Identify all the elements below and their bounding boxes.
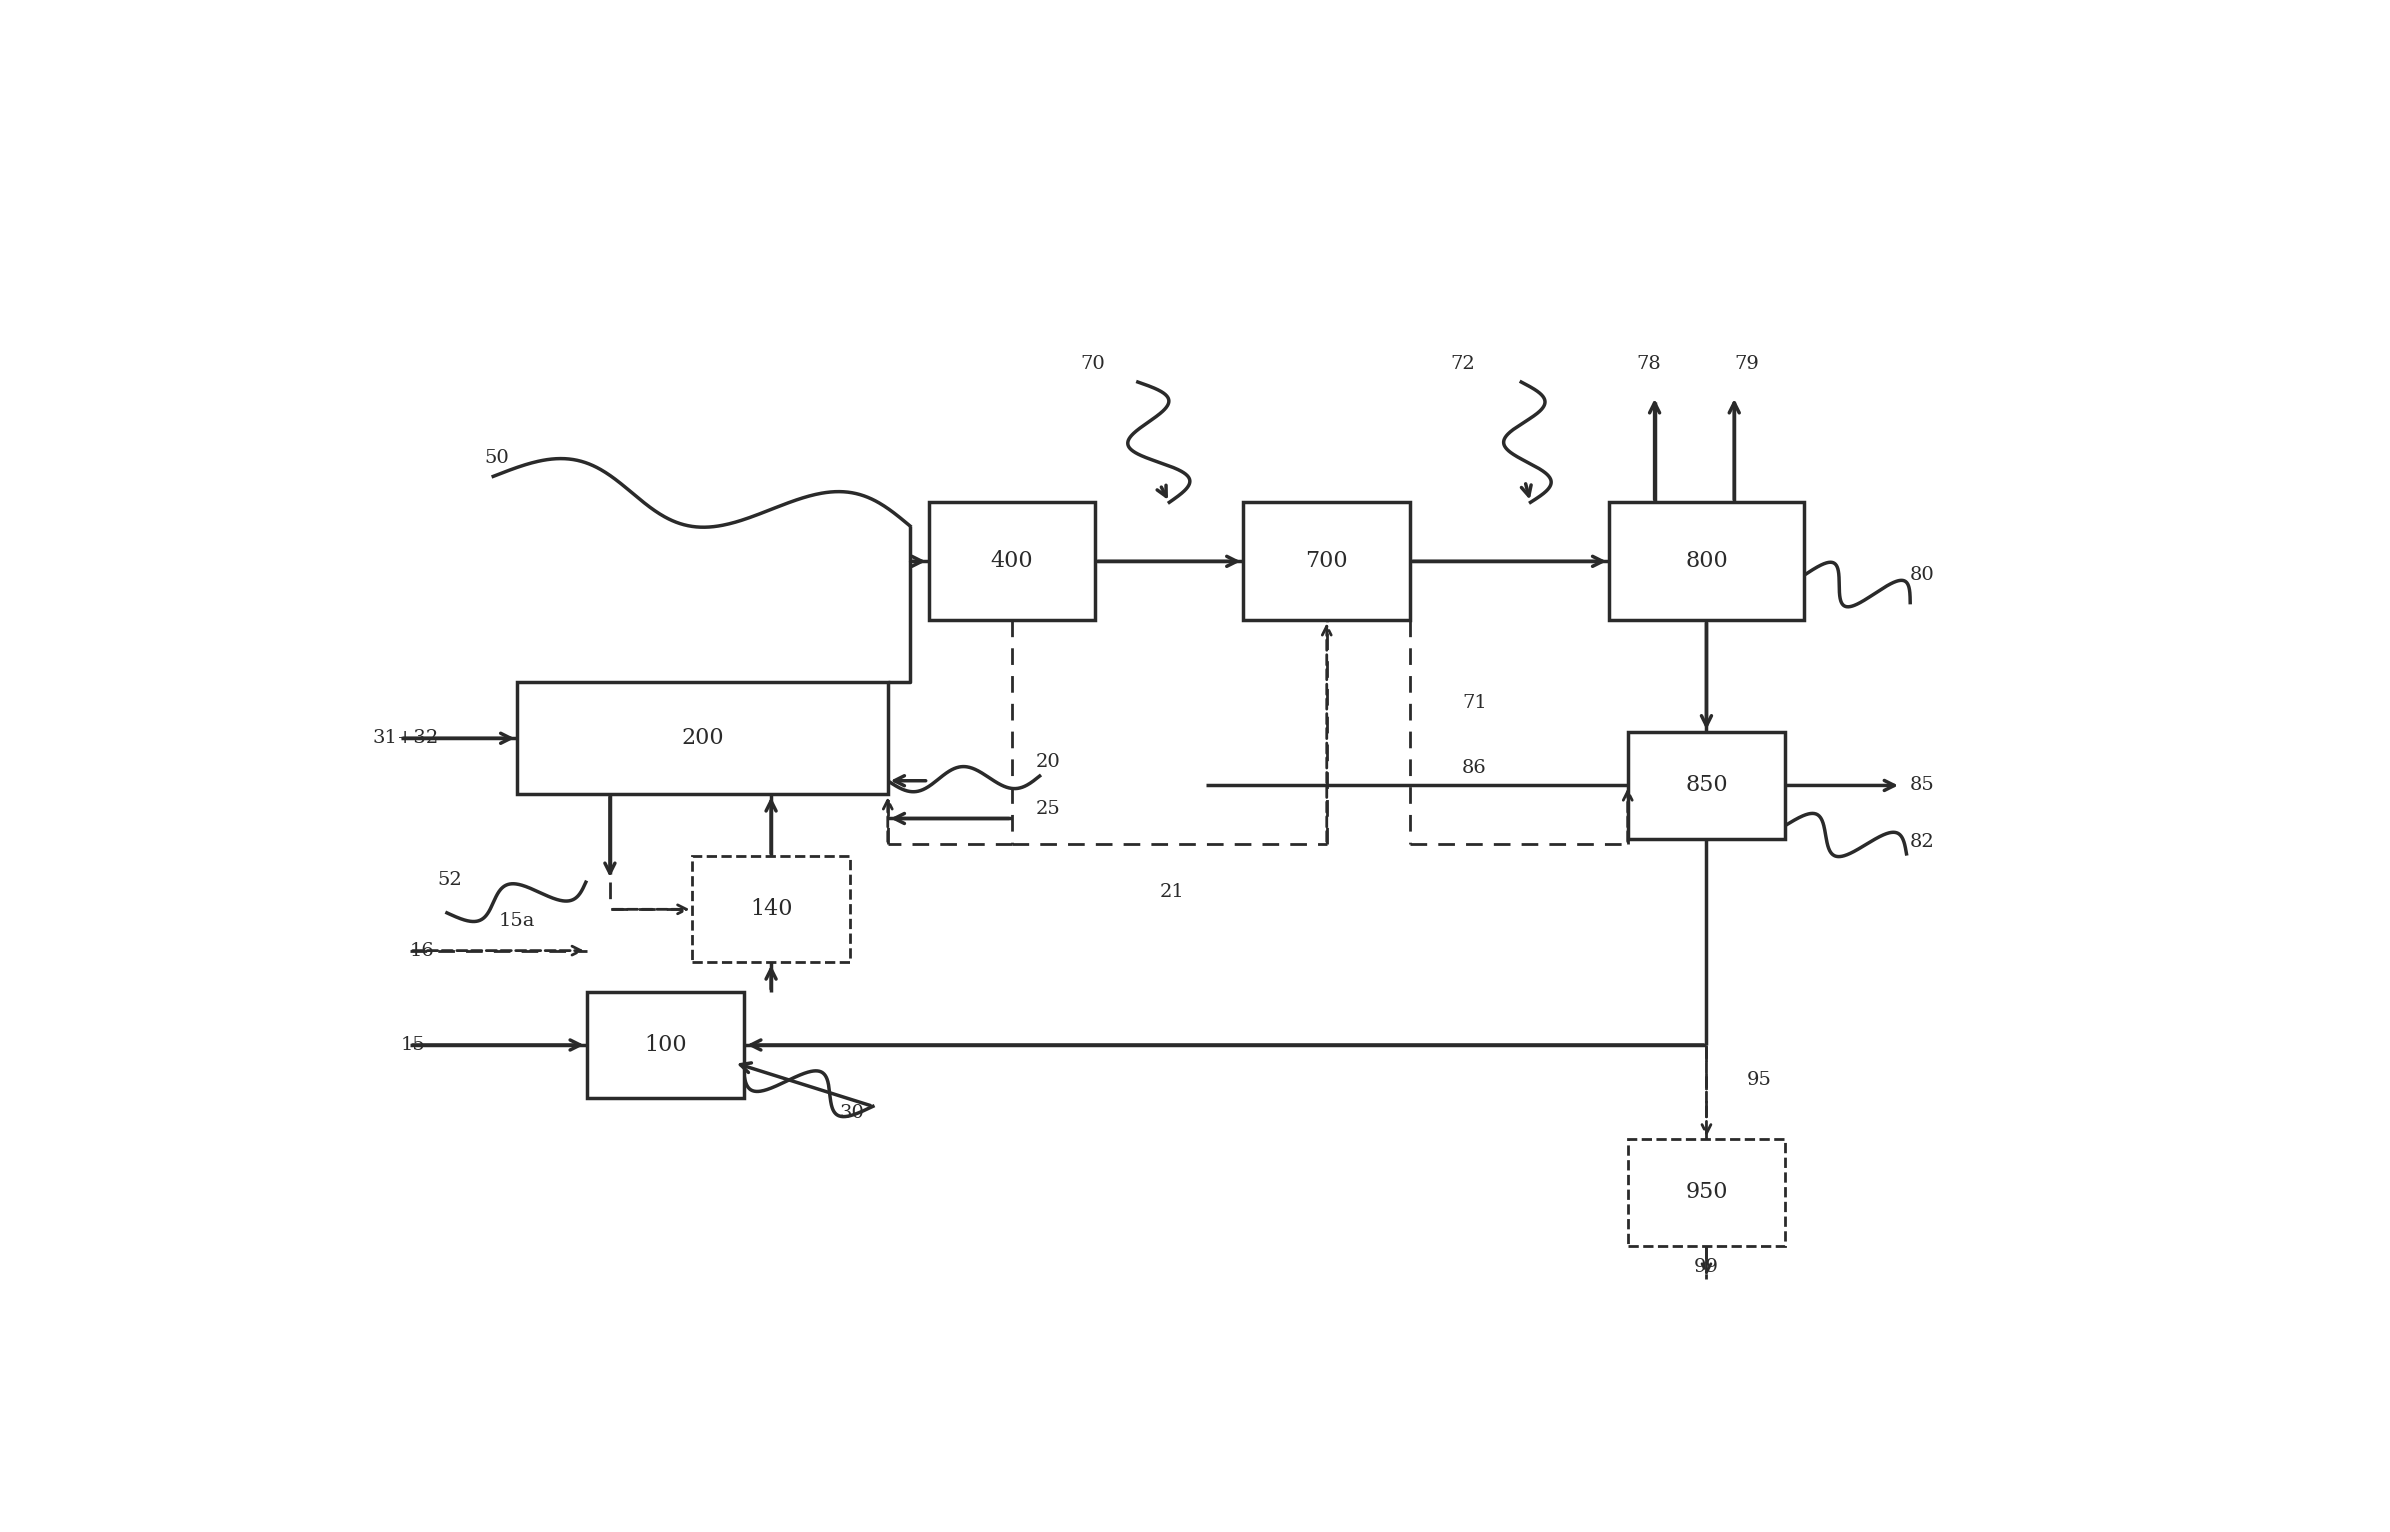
FancyBboxPatch shape — [693, 856, 851, 962]
Text: 200: 200 — [681, 728, 724, 749]
Text: 800: 800 — [1685, 550, 1728, 573]
Text: 50: 50 — [483, 449, 509, 467]
Text: 72: 72 — [1451, 354, 1475, 372]
FancyBboxPatch shape — [1628, 1140, 1785, 1246]
Text: 86: 86 — [1463, 758, 1487, 777]
Text: 100: 100 — [645, 1034, 686, 1056]
Text: 85: 85 — [1910, 777, 1936, 795]
Text: 850: 850 — [1685, 775, 1728, 797]
Text: 30: 30 — [839, 1105, 865, 1123]
Text: 52: 52 — [437, 870, 461, 889]
FancyBboxPatch shape — [1243, 502, 1410, 620]
FancyBboxPatch shape — [516, 682, 887, 794]
Text: 400: 400 — [989, 550, 1032, 573]
Text: 80: 80 — [1910, 567, 1936, 585]
Text: 71: 71 — [1463, 694, 1487, 712]
Text: 700: 700 — [1305, 550, 1348, 573]
Text: 15: 15 — [402, 1036, 425, 1054]
Text: 950: 950 — [1685, 1181, 1728, 1204]
Text: 20: 20 — [1035, 752, 1061, 771]
Text: 82: 82 — [1910, 833, 1936, 852]
Text: 95: 95 — [1747, 1071, 1771, 1089]
Text: 79: 79 — [1735, 354, 1759, 372]
FancyBboxPatch shape — [927, 502, 1095, 620]
Text: 21: 21 — [1159, 882, 1185, 901]
Text: 16: 16 — [411, 942, 435, 959]
Text: 140: 140 — [750, 898, 793, 921]
Text: 70: 70 — [1080, 354, 1104, 372]
Text: 15a: 15a — [500, 912, 535, 930]
Text: 99: 99 — [1695, 1258, 1718, 1276]
FancyBboxPatch shape — [588, 991, 743, 1098]
FancyBboxPatch shape — [1628, 732, 1785, 838]
Text: 25: 25 — [1035, 800, 1061, 818]
Text: 31+32: 31+32 — [373, 729, 440, 748]
FancyBboxPatch shape — [1608, 502, 1804, 620]
Text: 78: 78 — [1637, 354, 1661, 372]
